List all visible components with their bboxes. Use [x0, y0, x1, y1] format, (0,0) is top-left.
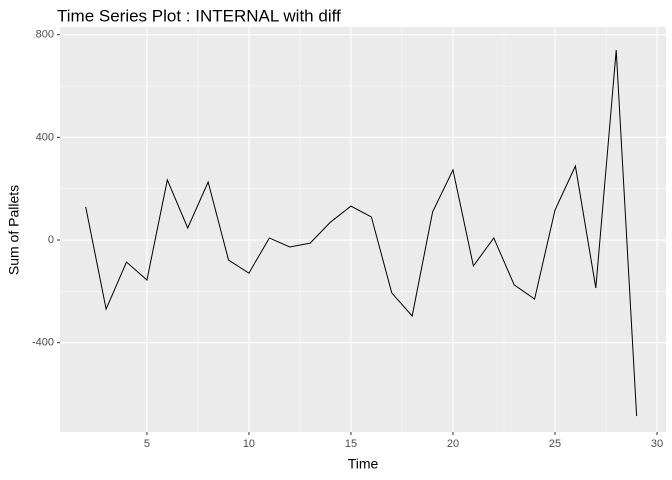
y-axis-label: Sum of Pallets: [6, 185, 22, 275]
x-tick-label: 15: [345, 438, 357, 450]
y-tick-label: 0: [48, 234, 54, 246]
y-tick-label: 400: [36, 131, 54, 143]
data-line: [85, 50, 638, 417]
plot-panel: [60, 27, 666, 432]
x-tick-label: 20: [447, 438, 459, 450]
chart-title: Time Series Plot : INTERNAL with diff: [57, 6, 341, 25]
x-axis-label: Time: [348, 456, 379, 472]
y-tick-label: 800: [36, 29, 54, 41]
x-tick-label: 5: [144, 438, 150, 450]
x-tick-label: 30: [651, 438, 663, 450]
y-tick-label: -400: [32, 337, 54, 349]
x-tick-label: 10: [243, 438, 255, 450]
x-tick-label: 25: [549, 438, 561, 450]
